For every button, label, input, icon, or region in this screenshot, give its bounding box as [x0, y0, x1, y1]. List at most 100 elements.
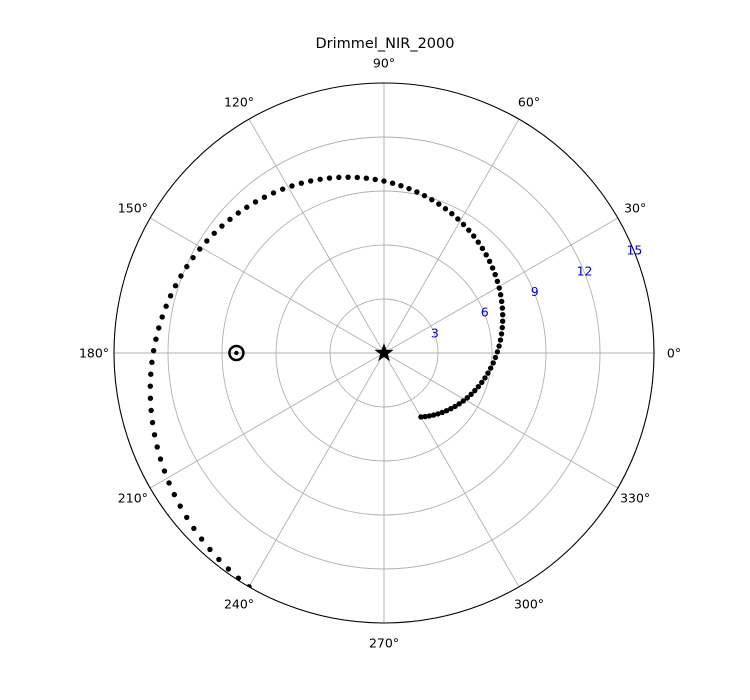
spiral-point: [166, 480, 172, 486]
spiral-point: [475, 383, 482, 390]
data-layer: [147, 174, 506, 590]
r-tick-label: 6: [481, 305, 489, 320]
marker-layer: [228, 343, 394, 362]
spiral-point: [418, 414, 424, 420]
r-tick-label: 12: [577, 263, 593, 278]
spiral-point: [456, 401, 462, 407]
grid-spoke: [248, 118, 385, 354]
spiral-point: [472, 387, 478, 394]
spiral-point: [163, 303, 169, 309]
spiral-point: [489, 265, 496, 271]
spiral-point: [354, 174, 360, 181]
spiral-point: [148, 371, 154, 377]
spiral-point: [148, 407, 154, 414]
spiral-point: [490, 360, 496, 366]
spiral-point: [235, 210, 241, 216]
spiral-point: [167, 293, 174, 299]
spiral-point: [483, 252, 489, 258]
spiral-point: [422, 413, 428, 420]
grid-spoke: [383, 352, 520, 588]
spiral-point: [172, 283, 179, 289]
spiral-point: [406, 185, 412, 192]
r-tick-label: 3: [431, 325, 439, 340]
spiral-point: [498, 331, 505, 337]
spiral-point: [317, 176, 323, 182]
spiral-point: [219, 223, 225, 229]
spiral-point: [479, 245, 486, 252]
spiral-point: [466, 227, 472, 233]
spiral-point: [216, 556, 222, 563]
spiral-point: [435, 411, 441, 417]
spiral-point: [289, 183, 295, 189]
spiral-point: [414, 189, 420, 195]
spiral-point: [389, 180, 396, 186]
spiral-point: [460, 398, 466, 404]
spiral-point: [426, 413, 433, 419]
spiral-point: [460, 221, 467, 228]
r-tick-label: 9: [531, 284, 539, 299]
spiral-point: [494, 278, 501, 284]
spiral-point: [153, 336, 159, 342]
grid-spoke: [248, 352, 385, 588]
spiral-point: [496, 343, 502, 349]
spiral-point: [308, 178, 314, 184]
theta-tick-label: 90°: [373, 56, 395, 71]
spiral-point: [499, 318, 506, 324]
spiral-point: [147, 383, 153, 389]
spiral-point: [197, 246, 203, 252]
theta-tick-label: 210°: [118, 491, 148, 506]
spiral-point: [149, 419, 156, 426]
theta-tick-label: 30°: [624, 201, 646, 216]
spiral-point: [452, 403, 458, 410]
spiral-point: [198, 536, 205, 542]
sun-star-marker: [374, 343, 394, 362]
spiral-point: [147, 395, 154, 401]
spiral-point: [372, 176, 378, 183]
theta-tick-label: 270°: [369, 636, 399, 651]
spiral-point: [150, 347, 157, 354]
spiral-point: [430, 412, 437, 418]
chart-title: Drimmel_NIR_2000: [316, 36, 455, 52]
spiral-point: [151, 432, 158, 438]
theta-tick-label: 330°: [620, 491, 650, 506]
spiral-point: [171, 491, 178, 498]
spiral-point: [154, 444, 160, 450]
spiral-point: [494, 349, 501, 355]
theta-tick-label: 120°: [224, 94, 254, 109]
spiral-point: [497, 337, 504, 343]
spiral-point: [184, 263, 190, 270]
spiral-point: [345, 174, 351, 180]
theta-tick-label: 150°: [118, 201, 148, 216]
spiral-point: [455, 216, 461, 222]
spiral-point: [225, 566, 232, 572]
spiral-point: [421, 192, 428, 199]
spiral-point: [471, 233, 477, 239]
theta-tick-label: 180°: [79, 346, 109, 361]
spiral-point: [190, 254, 196, 261]
spiral-point: [157, 456, 164, 462]
spiral-point: [492, 354, 499, 361]
spiral-point: [156, 325, 162, 331]
spiral-point: [449, 211, 455, 217]
spiral-point: [244, 204, 250, 210]
spiral-point: [261, 194, 268, 200]
spiral-point: [211, 230, 217, 236]
spiral-point: [499, 324, 505, 331]
spiral-point: [207, 546, 213, 553]
spiral-point: [496, 285, 502, 291]
grid-spoke: [149, 217, 385, 354]
spiral-point: [336, 174, 342, 181]
spiral-point: [429, 196, 435, 203]
spiral-point: [487, 365, 494, 371]
spiral-point: [486, 258, 493, 265]
spiral-point: [398, 183, 404, 189]
spiral-point: [468, 391, 474, 398]
spiral-point: [436, 201, 442, 207]
grid-spoke: [149, 352, 385, 489]
spiral-point: [482, 375, 488, 381]
theta-tick-label: 300°: [514, 597, 544, 612]
spiral-point: [235, 575, 242, 581]
galactic-center-marker: [228, 344, 245, 362]
spiral-point: [492, 271, 498, 278]
